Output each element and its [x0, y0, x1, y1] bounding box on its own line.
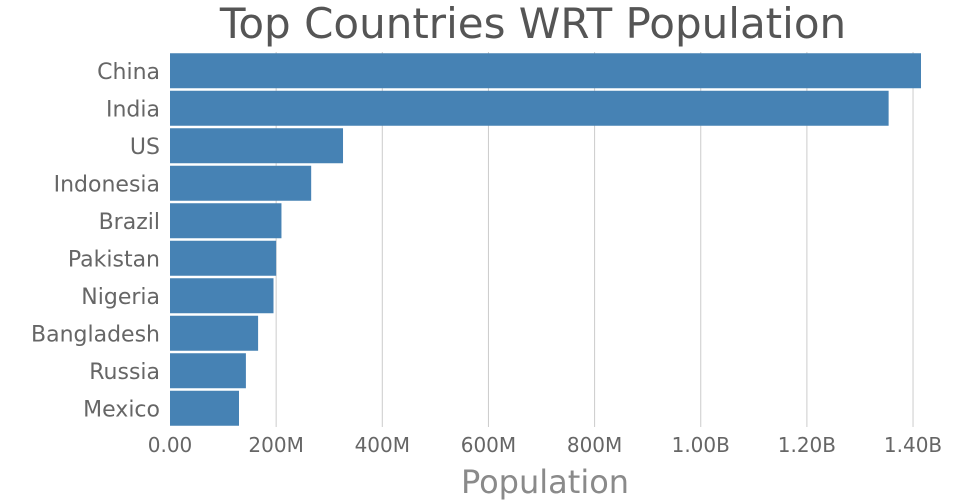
bar-us: [170, 128, 344, 164]
category-label: Mexico: [83, 397, 160, 422]
bar-bangladesh: [170, 315, 259, 351]
x-tick-label: 200M: [248, 433, 303, 457]
x-axis-label: Population: [461, 463, 629, 500]
x-tick-label: 1.20B: [778, 433, 836, 457]
bar-china: [170, 53, 921, 89]
x-tick-label: 400M: [355, 433, 410, 457]
bars: [170, 53, 921, 426]
category-label: Nigeria: [81, 285, 160, 310]
x-tick-label: 0.00: [148, 433, 193, 457]
bar-russia: [170, 353, 246, 389]
category-label: Brazil: [99, 210, 160, 235]
bar-indonesia: [170, 165, 312, 201]
category-label: Bangladesh: [31, 322, 160, 347]
x-tick-label: 1.40B: [884, 433, 942, 457]
x-tick-labels: 0.00 200M 400M 600M 800M 1.00B 1.20B 1.40B: [148, 433, 942, 457]
category-label: Indonesia: [54, 172, 160, 197]
bar-india: [170, 90, 889, 126]
category-label: US: [130, 135, 160, 160]
x-tick-label: 800M: [567, 433, 622, 457]
bar-mexico: [170, 390, 239, 426]
bar-pakistan: [170, 240, 277, 276]
x-tick-label: 600M: [461, 433, 516, 457]
category-label: Russia: [89, 360, 160, 385]
category-labels: China India US Indonesia Brazil Pakistan Niger…: [31, 60, 160, 423]
x-tick-label: 1.00B: [672, 433, 730, 457]
chart-title: Top Countries WRT Population: [219, 0, 846, 48]
bar-brazil: [170, 203, 282, 239]
category-label: India: [106, 97, 160, 122]
category-label: Pakistan: [68, 247, 160, 272]
bar-nigeria: [170, 278, 274, 314]
category-label: China: [97, 60, 160, 85]
